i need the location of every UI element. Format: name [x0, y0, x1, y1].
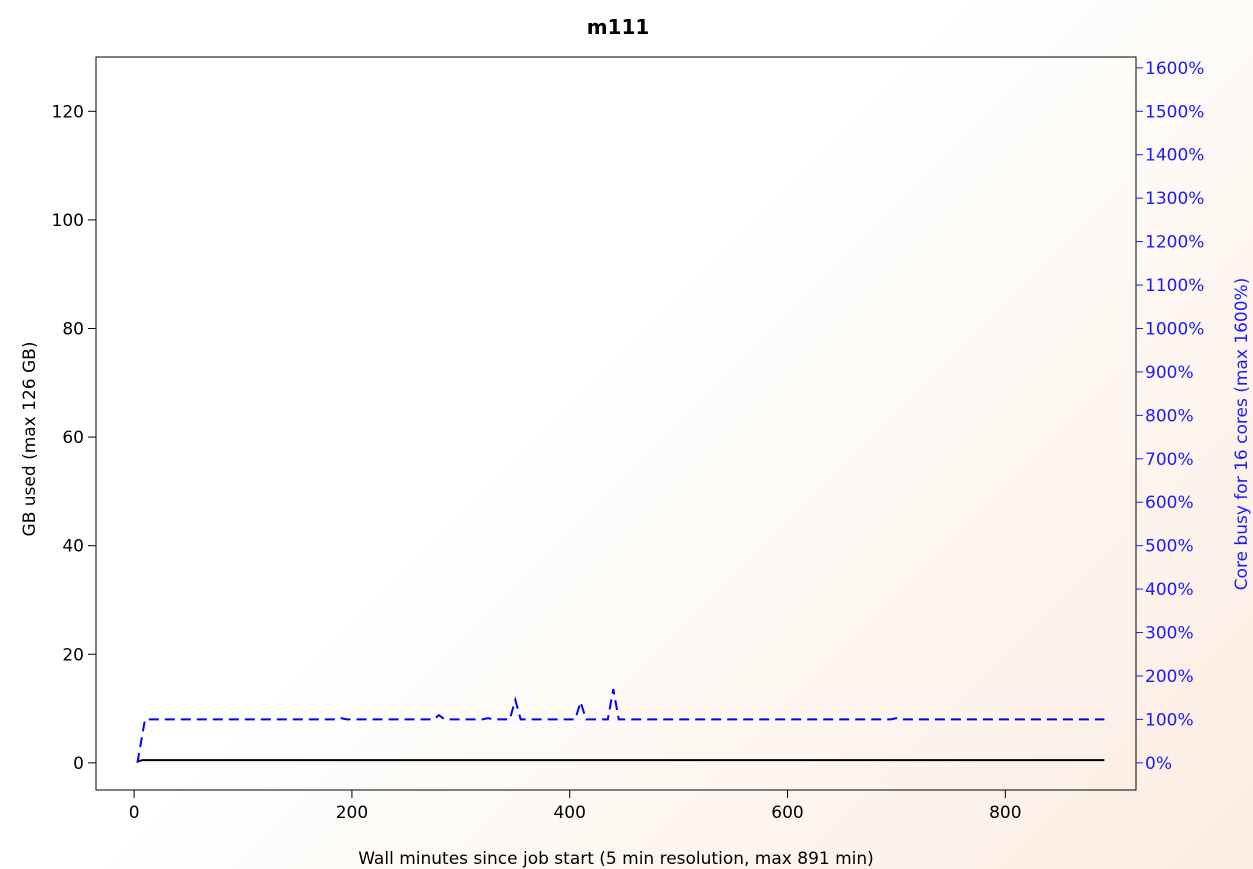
y-right-tick-label: 100%: [1145, 710, 1194, 730]
memory-used-series-line: [137, 759, 1105, 763]
cpu-busy-series-line: [136, 688, 1105, 764]
y-right-tick-label: 1400%: [1145, 146, 1204, 166]
x-tick-label: 600: [771, 803, 803, 823]
y-right-tick-label: 700%: [1145, 450, 1194, 470]
y-left-tick-label: 80: [62, 319, 84, 339]
y-right-tick-label: 1500%: [1145, 102, 1204, 122]
plot-frame: [95, 56, 1137, 791]
x-tick-label: 400: [553, 803, 585, 823]
y-left-tick-label: 40: [62, 537, 84, 557]
y-left-tick-label: 60: [62, 428, 84, 448]
y-right-tick-label: 1100%: [1145, 276, 1204, 296]
y-right-tick-label: 600%: [1145, 493, 1194, 513]
x-axis-label: Wall minutes since job start (5 min reso…: [358, 849, 874, 869]
y-right-tick-label: 1000%: [1145, 319, 1204, 339]
y-left-tick-label: 0: [73, 754, 84, 774]
right-axis: 0% 100% 200% 300% 400% 500% 600% 700% 800% 900% 10…: [1136, 59, 1204, 774]
y-right-tick-label: 900%: [1145, 363, 1194, 383]
series-layer: [136, 688, 1105, 764]
y-left-tick-label: 20: [62, 645, 84, 665]
y-left-tick-label: 120: [52, 102, 84, 122]
y-axis-right-label: Core busy for 16 cores (max 1600%): [1232, 278, 1252, 591]
y-right-tick-label: 200%: [1145, 667, 1194, 687]
left-axis: 0 20 40 60 80 100 120: [52, 102, 96, 774]
y-right-tick-label: 300%: [1145, 624, 1194, 644]
y-right-tick-label: 0%: [1145, 754, 1172, 774]
x-tick-label: 0: [129, 803, 140, 823]
y-left-tick-label: 100: [52, 211, 84, 231]
bottom-axis: 0 200 400 600 800: [129, 790, 1022, 823]
x-tick-label: 800: [989, 803, 1021, 823]
x-tick-label: 200: [336, 803, 368, 823]
y-right-tick-label: 1300%: [1145, 189, 1204, 209]
y-axis-left-label: GB used (max 126 GB): [20, 342, 40, 537]
y-right-tick-label: 1200%: [1145, 233, 1204, 253]
chart-title: m111: [587, 15, 650, 39]
y-right-tick-label: 500%: [1145, 537, 1194, 557]
y-right-tick-label: 400%: [1145, 580, 1194, 600]
y-right-tick-label: 1600%: [1145, 59, 1204, 79]
y-right-tick-label: 800%: [1145, 406, 1194, 426]
